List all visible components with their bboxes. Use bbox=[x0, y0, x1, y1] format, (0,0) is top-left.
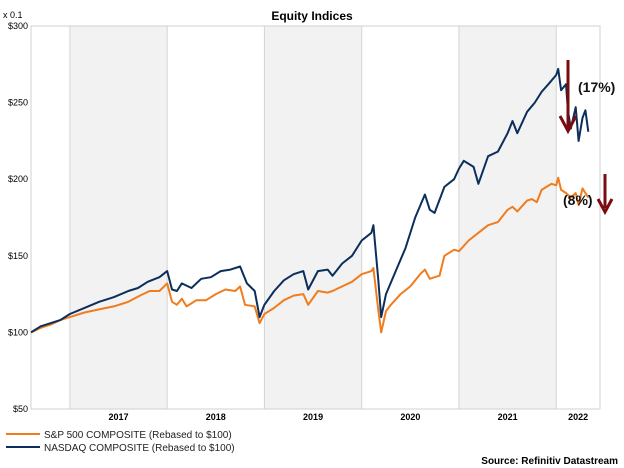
shaded-year-bands bbox=[69, 26, 557, 409]
legend: S&P 500 COMPOSITE (Rebased to $100) NASD… bbox=[6, 430, 235, 454]
y-tick-label: $50 bbox=[13, 404, 28, 414]
y-tick-label: $250 bbox=[8, 98, 28, 108]
sp500-drop-label: (8%) bbox=[563, 192, 593, 208]
legend-label-nasdaq: NASDAQ COMPOSITE (Rebased to $100) bbox=[44, 443, 235, 454]
shaded-band-2021 bbox=[458, 26, 557, 409]
chart-title: Equity Indices bbox=[271, 9, 353, 23]
sp500-series-line bbox=[30, 176, 590, 334]
annotation-nasdaq-drop: (17%) bbox=[558, 60, 615, 135]
x-tick-label: 2018 bbox=[206, 412, 226, 422]
sp500-down-arrow-head bbox=[596, 198, 614, 216]
shaded-band-2017 bbox=[69, 26, 168, 409]
nasdaq-drop-label: (17%) bbox=[578, 79, 615, 95]
y-tick-label: $100 bbox=[8, 327, 28, 337]
shaded-band-2019 bbox=[264, 26, 362, 409]
source-note: Source: Refinitiv Datastream bbox=[481, 456, 618, 467]
nasdaq-down-arrow-head bbox=[558, 115, 578, 135]
y-tick-label: $300 bbox=[8, 21, 28, 31]
y-tick-label: $150 bbox=[8, 251, 28, 261]
y-tick-label: $200 bbox=[8, 174, 28, 184]
x-tick-label: 2022 bbox=[568, 412, 588, 422]
x-tick-label: 2017 bbox=[109, 412, 129, 422]
series-lines bbox=[30, 67, 590, 334]
annotation-sp500-drop: (8%) bbox=[563, 174, 614, 216]
x-tick-label: 2019 bbox=[303, 412, 323, 422]
plot-area-border bbox=[30, 25, 601, 410]
nasdaq-series-line bbox=[30, 67, 590, 334]
year-grid-lines bbox=[69, 26, 557, 409]
unit-label: x 0.1 bbox=[3, 10, 23, 20]
x-tick-label: 2020 bbox=[400, 412, 420, 422]
legend-label-sp500: S&P 500 COMPOSITE (Rebased to $100) bbox=[44, 430, 232, 441]
x-axis-ticks: 2017 2018 2019 2020 2021 2022 bbox=[109, 412, 589, 422]
x-tick-label: 2021 bbox=[498, 412, 518, 422]
y-axis-ticks: $50 $100 $150 $200 $250 $300 bbox=[8, 21, 28, 414]
